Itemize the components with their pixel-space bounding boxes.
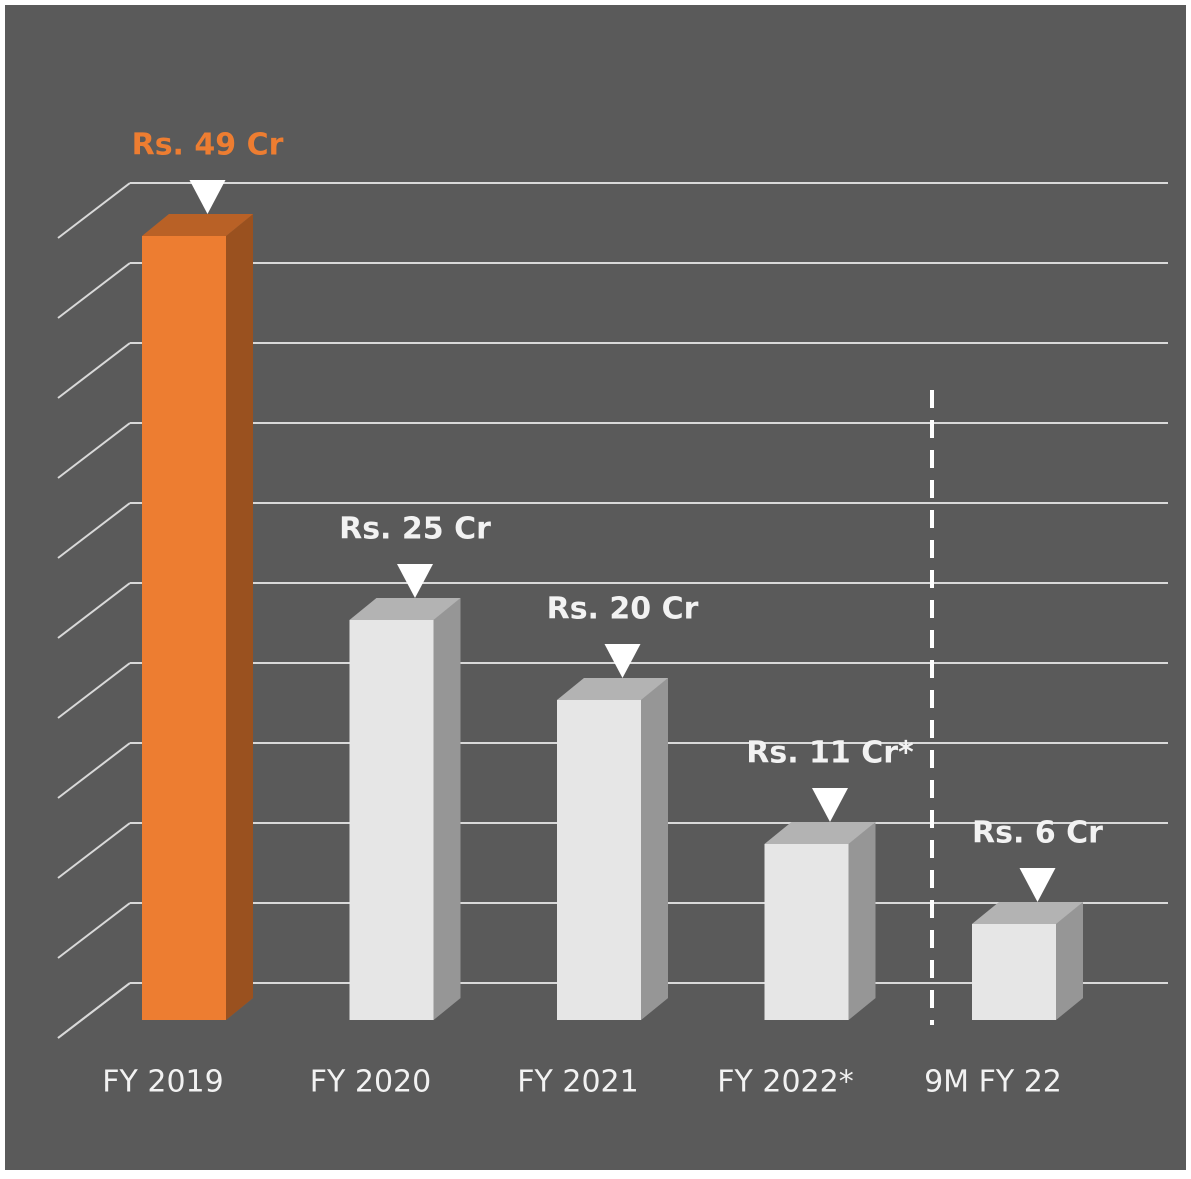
bar [972,924,1056,1020]
value-label: Rs. 6 Cr [972,816,1103,851]
x-tick-label: FY 2021 [517,1065,638,1100]
bar-top [142,214,253,236]
bar-top-shade [349,598,461,620]
grid-line-side [57,742,131,799]
grid-line-side [57,902,131,959]
grid-line-side [57,182,131,239]
bar-side [641,678,668,1020]
x-tick-label: FY 2020 [310,1065,431,1100]
bar-top [764,822,876,844]
grid-line-side [57,262,131,319]
bar-side-shade [641,678,668,1020]
bar-side-shade [1056,902,1083,1020]
bar-side [226,214,253,1020]
bar-top-shade [142,214,253,236]
bar-top-shade [764,822,876,844]
x-tick-label: FY 2019 [102,1065,223,1100]
pointer [189,180,226,214]
pointer [604,644,641,678]
bar-top [557,678,668,700]
pointer [812,788,848,822]
grid-line-side [57,502,131,559]
pointer [1019,868,1056,902]
bar [557,700,641,1020]
grid-line-side [57,822,131,879]
value-label: Rs. 20 Cr [547,592,699,627]
bar-side-shade [433,598,461,1020]
value-label: Rs. 25 Cr [339,512,491,547]
floor-line [57,982,131,1039]
bar-side [848,822,876,1020]
bar [349,620,434,1020]
x-tick-label: 9M FY 22 [924,1065,1062,1100]
bar-side [1056,902,1083,1020]
value-label: Rs. 11 Cr* [746,736,914,771]
bar-side-shade [848,822,876,1020]
bar-top [349,598,461,620]
bar-top [972,902,1083,924]
grid-line-side [57,342,131,399]
bar-side [433,598,461,1020]
bar-top-shade [972,902,1083,924]
bar-side-shade [226,214,253,1020]
bar-top-shade [557,678,668,700]
pointer [397,564,433,598]
bar [764,844,849,1020]
bar [142,236,226,1020]
grid-line-side [57,662,131,719]
grid-line-side [57,582,131,639]
value-label: Rs. 49 Cr [132,128,284,163]
x-tick-label: FY 2022* [717,1065,853,1100]
grid-line-side [57,422,131,479]
